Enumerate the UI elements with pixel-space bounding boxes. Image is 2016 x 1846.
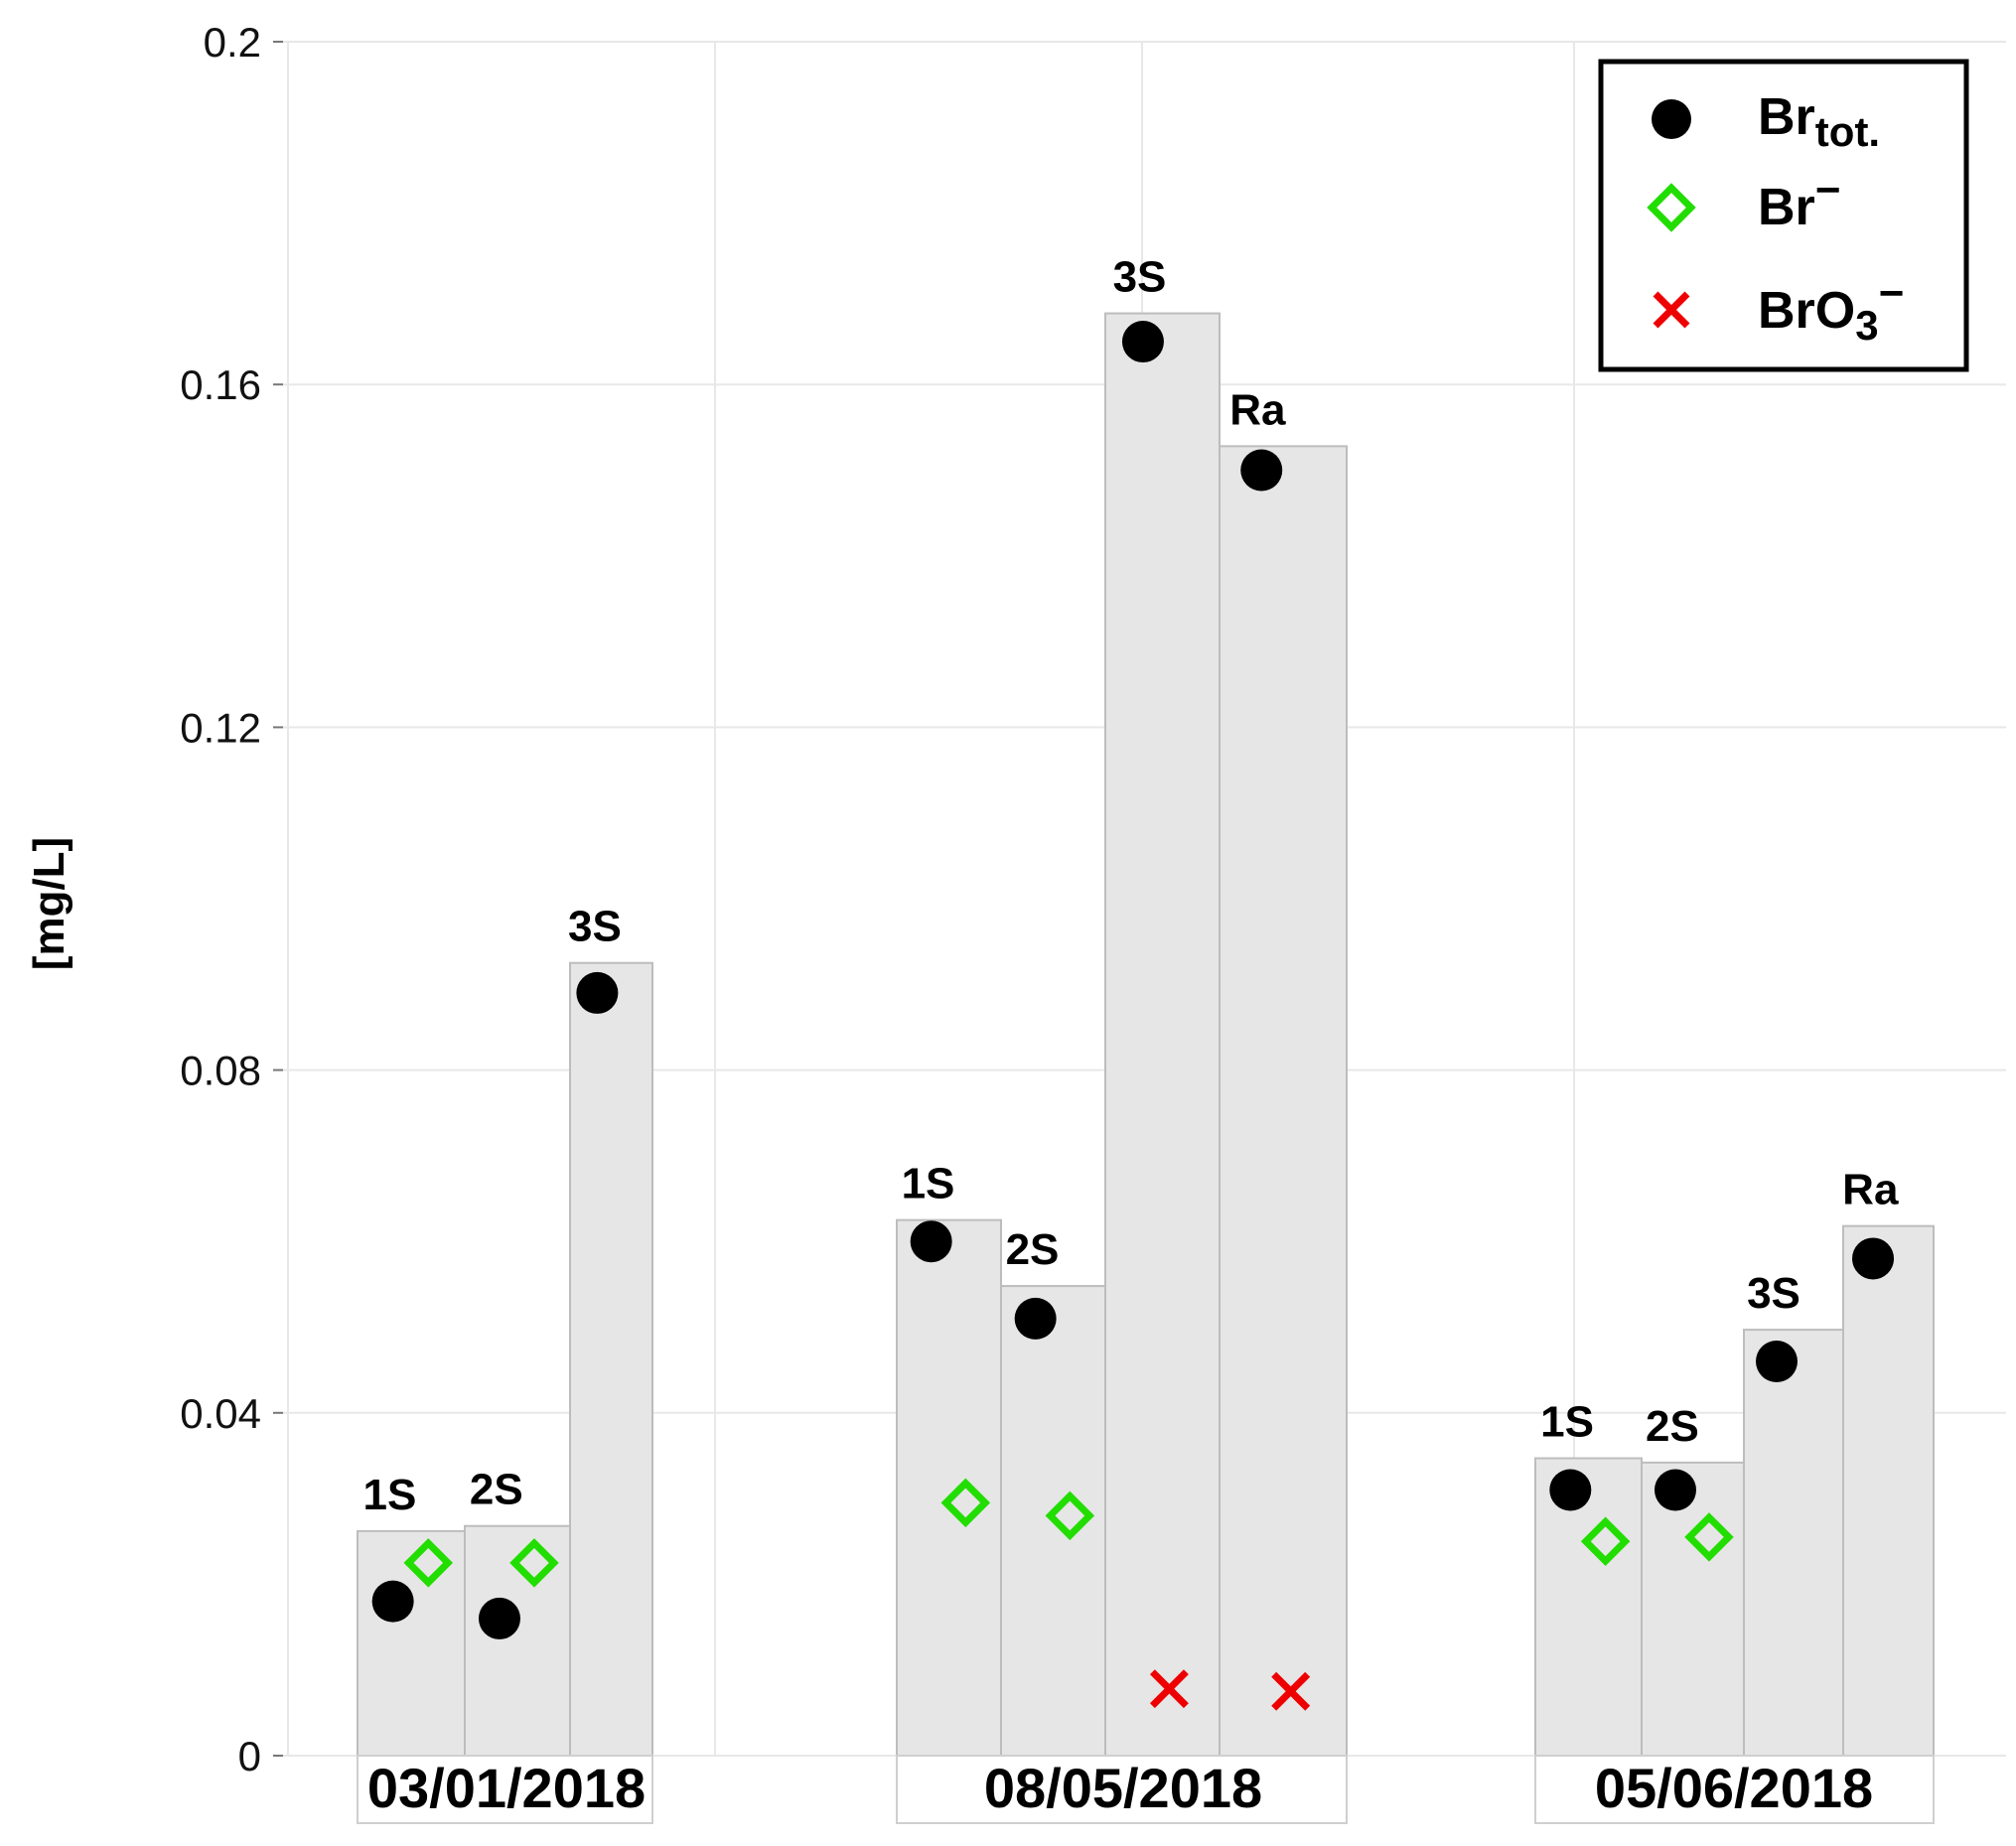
marker-layer — [371, 321, 1895, 1711]
legend-br-tot-sub: tot. — [1815, 108, 1880, 155]
y-tick-label: 0.04 — [180, 1390, 261, 1437]
legend-br-minus-label: Br− — [1758, 166, 1841, 236]
br-minus-point — [403, 1538, 454, 1588]
bar-label: 2S — [1646, 1402, 1699, 1451]
date-label-box — [357, 1755, 653, 1824]
date-label: 05/06/2018 — [1595, 1757, 1873, 1819]
br-minus-point — [1580, 1516, 1631, 1566]
bar-label: 1S — [362, 1471, 416, 1519]
legend-br-tot-label: Brtot. — [1758, 88, 1880, 155]
legend-br-minus-sup: − — [1815, 166, 1841, 214]
bro3-stroke — [1271, 1671, 1311, 1711]
axis-layer: 0 0.04 0.08 0.12 0.16 0.2 03/01/2018 08/05/2018… — [180, 19, 1935, 1824]
y-tick-label: 0.08 — [180, 1048, 261, 1094]
legend-bro3-label: BrO3− — [1758, 269, 1904, 349]
bar-label: Ra — [1229, 385, 1286, 434]
br-tot-point — [1014, 1297, 1057, 1340]
br-minus-point — [1045, 1491, 1095, 1541]
bar — [1534, 1457, 1643, 1757]
y-tick-label: 0.12 — [180, 704, 261, 751]
bar — [1641, 1461, 1745, 1757]
legend-br-minus-marker — [1647, 183, 1696, 232]
bar-label: 2S — [1006, 1225, 1060, 1274]
br-minus-point — [509, 1538, 559, 1588]
legend-br-tot-base: Br — [1758, 88, 1815, 146]
br-minus-point — [1684, 1512, 1734, 1562]
date-label-box — [1534, 1755, 1935, 1824]
br-tot-point — [1756, 1341, 1798, 1383]
legend-bro3-sup: − — [1879, 269, 1905, 318]
bar-label: Ra — [1842, 1166, 1899, 1214]
bar-layer — [357, 312, 1935, 1758]
bar-label: 3S — [1113, 253, 1167, 302]
bro3-point — [1149, 1669, 1189, 1709]
legend-br-tot-marker — [1652, 99, 1691, 139]
br-tot-point — [1852, 1237, 1895, 1280]
bro3-point — [1271, 1671, 1311, 1711]
bar — [1219, 445, 1348, 1757]
br-tot-point — [910, 1220, 952, 1263]
br-tot-point — [1121, 321, 1164, 363]
bar — [1104, 312, 1221, 1757]
bar — [1842, 1224, 1935, 1757]
br-tot-point — [1240, 449, 1283, 492]
bar — [569, 961, 653, 1757]
date-label: 08/05/2018 — [984, 1757, 1262, 1819]
bar-label: 3S — [1747, 1269, 1800, 1318]
bar — [896, 1218, 1002, 1757]
date-label-box — [896, 1755, 1348, 1824]
bar-label: 2S — [470, 1466, 523, 1514]
y-tick-label: 0.2 — [204, 19, 261, 66]
y-tick-label: 0 — [238, 1733, 261, 1779]
br-tot-point — [478, 1597, 520, 1639]
date-label: 03/01/2018 — [367, 1757, 646, 1819]
bro3-stroke — [1149, 1669, 1189, 1709]
legend-br-minus-base: Br — [1758, 179, 1815, 236]
bar-label: 1S — [1540, 1398, 1594, 1447]
bar-label: 3S — [568, 903, 622, 951]
legend-bro3-marker — [1653, 291, 1690, 329]
br-tot-point — [1549, 1469, 1592, 1511]
legend: Brtot. Br− BrO3− — [1598, 59, 1969, 372]
legend-bro3-base: BrO — [1758, 282, 1855, 340]
br-tot-point — [371, 1580, 414, 1623]
br-tot-point — [576, 971, 619, 1014]
y-tick-label: 0.16 — [180, 361, 261, 408]
br-tot-point — [1654, 1469, 1696, 1511]
y-axis-title: [mg/L] — [25, 837, 73, 970]
legend-bro3-sub: 3 — [1855, 302, 1878, 349]
label-layer: 1S 2S 3S 1S 2S 3S Ra 1S 2S 3S Ra — [362, 253, 1898, 1519]
bar-label: 1S — [902, 1160, 955, 1208]
bar — [1743, 1329, 1844, 1757]
br-minus-point — [940, 1478, 991, 1528]
